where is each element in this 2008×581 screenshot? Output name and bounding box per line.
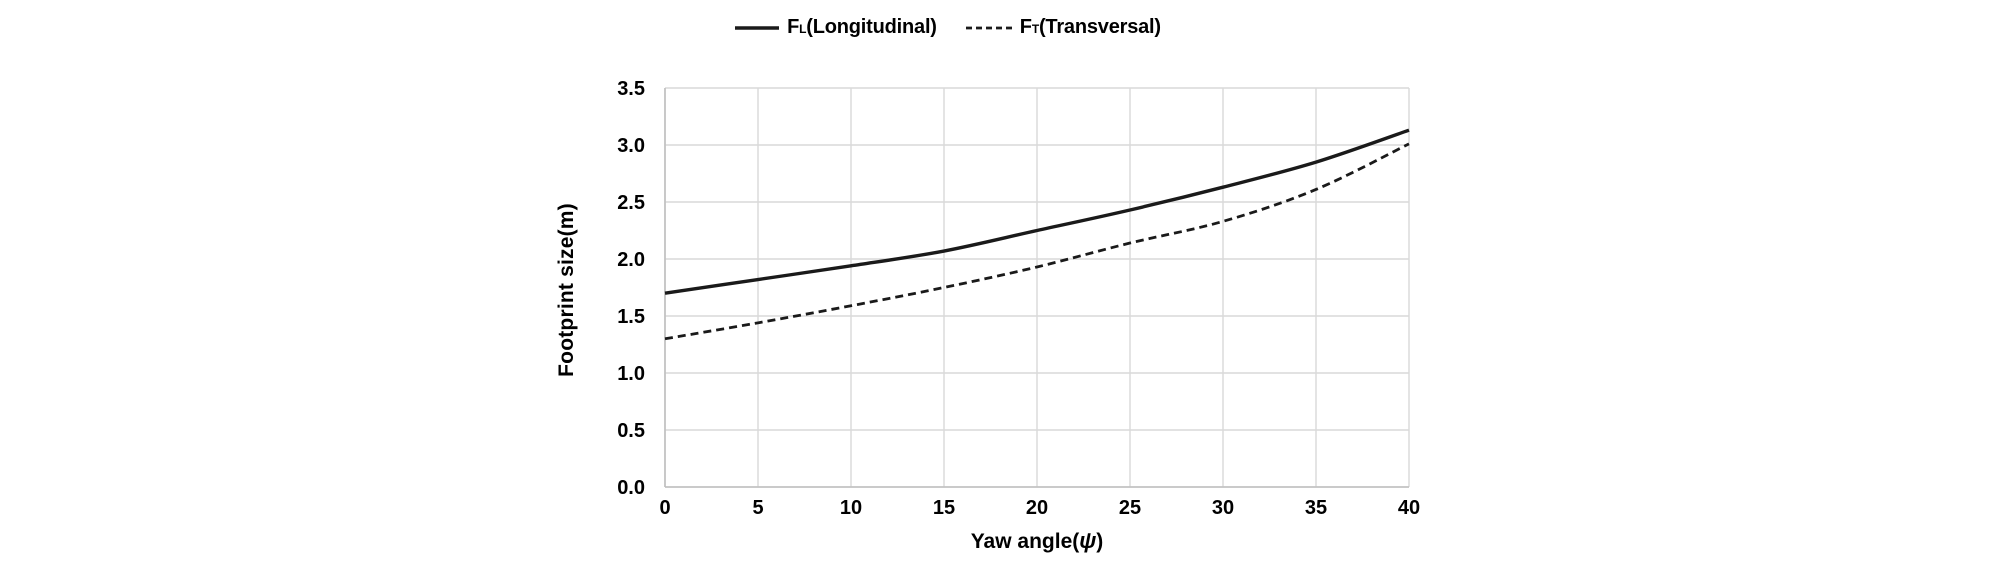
series-line-0 (664, 128, 1410, 295)
x-tick-label: 35 (1305, 497, 1327, 519)
legend-label-transversal: FT(Transversal) (1020, 16, 1161, 39)
y-tick-label: 0.5 (617, 420, 645, 442)
legend-description: (Transversal) (1038, 16, 1161, 38)
x-tick-label: 10 (840, 497, 862, 519)
chart-legend: FL(Longitudinal) FT(Transversal) (445, 16, 1450, 39)
x-tick-label: 15 (933, 497, 955, 519)
legend-subscript: L (799, 22, 807, 36)
legend-symbol: F (1019, 16, 1032, 38)
x-tick-label: 30 (1212, 497, 1234, 519)
y-tick-label: 3.5 (617, 78, 645, 100)
x-axis-title: Yaw angle(ψ) (971, 528, 1104, 554)
psi-symbol: ψ (1079, 528, 1097, 553)
y-tick-label: 1.0 (617, 363, 645, 385)
legend-label-longitudinal: FL(Longitudinal) (787, 16, 937, 39)
y-axis-title-text: Footprint size(m) (555, 203, 578, 377)
y-tick-label: 1.5 (617, 306, 645, 328)
x-tick-label: 5 (752, 497, 763, 519)
y-tick-label: 0.0 (617, 477, 645, 499)
solid-line-swatch (735, 25, 780, 30)
legend-subscript: T (1031, 22, 1039, 36)
x-tick-label: 0 (659, 497, 670, 519)
x-tick-label: 25 (1119, 497, 1141, 519)
legend-item-longitudinal: FL(Longitudinal) (734, 16, 937, 39)
x-tick-label: 40 (1398, 497, 1420, 519)
legend-symbol: F (787, 16, 800, 38)
x-axis-title-text: Yaw angle( (970, 530, 1080, 553)
legend-description: (Longitudinal) (806, 16, 937, 38)
x-tick-label: 20 (1026, 497, 1048, 519)
y-axis-title: Footprint size(m) (555, 203, 579, 377)
y-tick-label: 3.0 (617, 135, 645, 157)
y-tick-label: 2.0 (617, 249, 645, 271)
series-line-1 (664, 142, 1410, 341)
x-axis-title-close: ) (1096, 530, 1104, 553)
dashed-line-swatch (965, 26, 1012, 29)
legend-item-transversal: FT(Transversal) (965, 16, 1161, 39)
y-tick-label: 2.5 (617, 192, 645, 214)
